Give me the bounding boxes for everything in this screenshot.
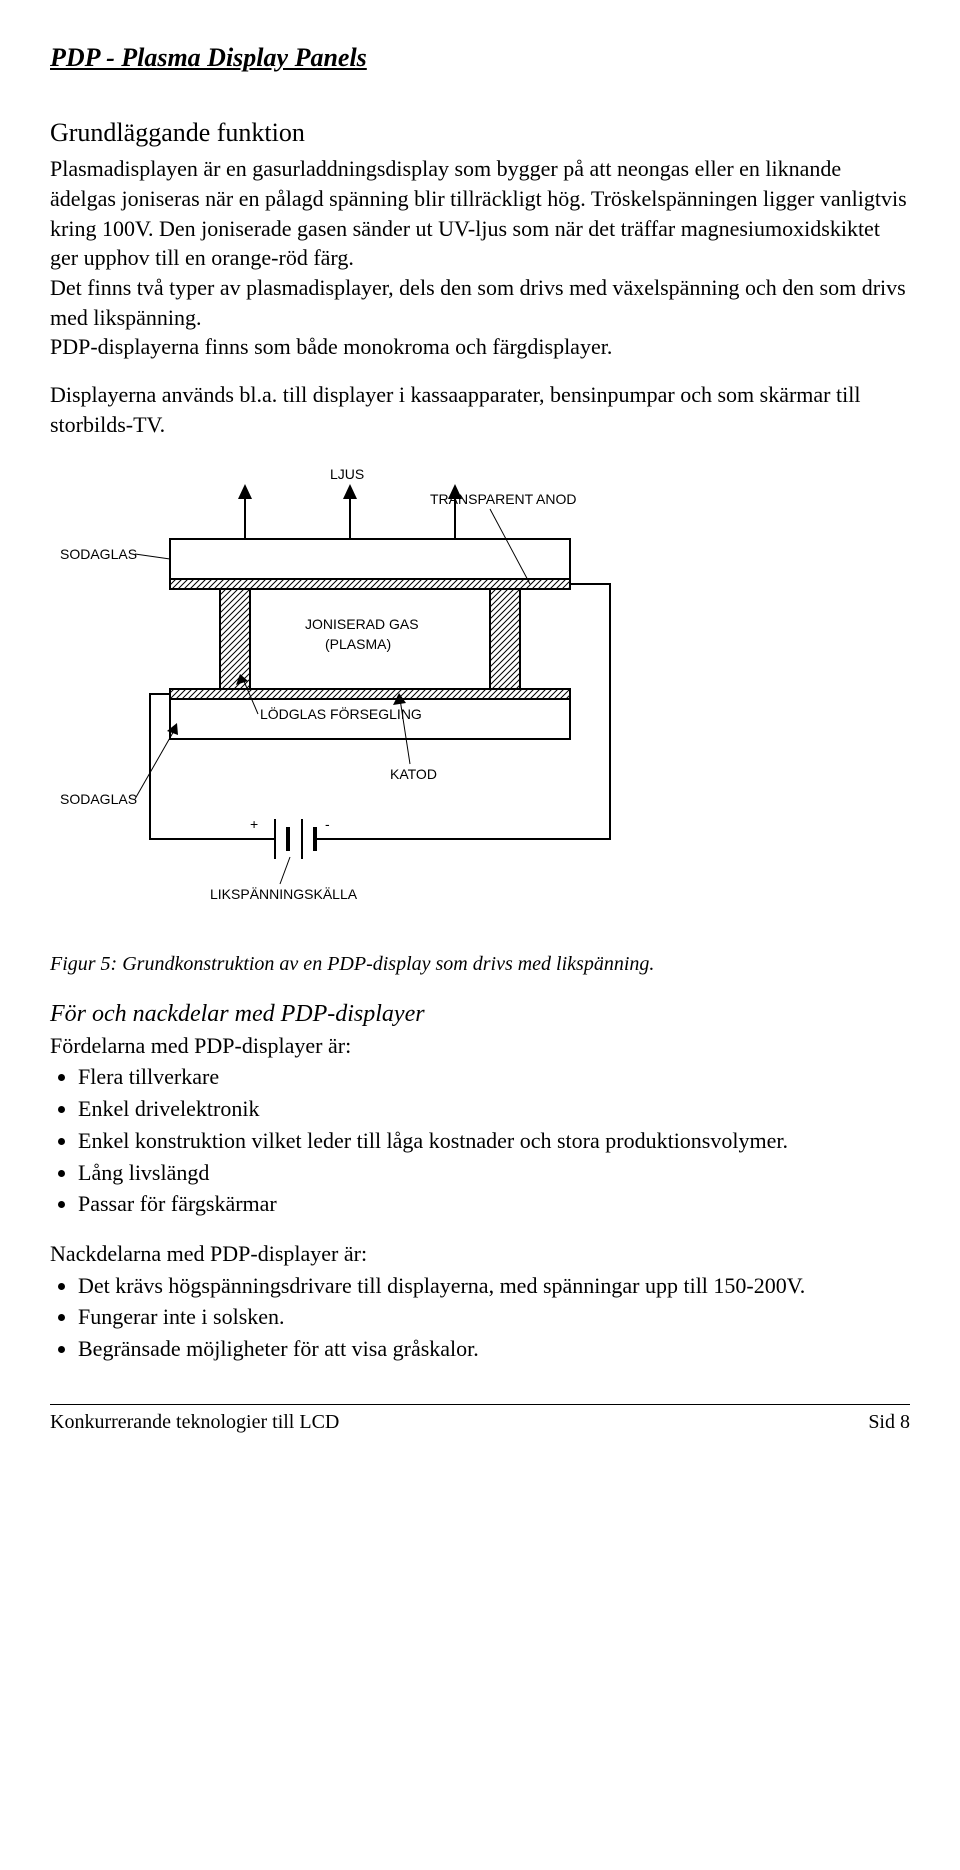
label-katod: KATOD — [390, 766, 437, 782]
label-sodaglas-top: SODAGLAS — [60, 546, 137, 562]
cathode-layer — [170, 689, 570, 699]
list-item: Fungerar inte i solsken. — [78, 1302, 910, 1332]
paragraph-usage: Displayerna används bl.a. till displayer… — [50, 380, 910, 439]
list-item: Det krävs högspänningsdrivare till displ… — [78, 1271, 910, 1301]
pros-intro: Fördelarna med PDP-displayer är: — [50, 1031, 910, 1061]
para2-text: Det finns två typer av plasmadisplayer, … — [50, 275, 906, 330]
label-sodaglas-bot: SODAGLAS — [60, 791, 137, 807]
battery-symbol — [260, 819, 320, 859]
list-item: Lång livslängd — [78, 1158, 910, 1188]
seal-pillar-right — [490, 589, 520, 689]
list-item: Flera tillverkare — [78, 1062, 910, 1092]
anode-layer — [170, 579, 570, 589]
list-item: Begränsade möjligheter för att visa grås… — [78, 1334, 910, 1364]
page-title: PDP - Plasma Display Panels — [50, 40, 910, 75]
section-heading: Grundläggande funktion — [50, 115, 910, 150]
label-lodglas: LÖDGLAS FÖRSEGLING — [260, 705, 422, 722]
light-arrows — [238, 484, 462, 539]
seal-pillar-left — [220, 589, 250, 689]
pros-cons-heading: För och nackdelar med PDP-displayer — [50, 998, 910, 1030]
cons-list: Det krävs högspänningsdrivare till displ… — [50, 1271, 910, 1364]
label-minus: - — [325, 816, 330, 832]
pros-list: Flera tillverkare Enkel drivelektronik E… — [50, 1062, 910, 1218]
label-likspanning: LIKSPÄNNINGSKÄLLA — [210, 886, 358, 902]
list-item: Enkel konstruktion vilket leder till låg… — [78, 1126, 910, 1156]
para3-text: PDP-displayerna finns som både monokroma… — [50, 334, 612, 359]
page-footer: Konkurrerande teknologier till LCD Sid 8 — [50, 1404, 910, 1436]
label-joniserad-gas: JONISERAD GAS — [305, 616, 419, 632]
list-item: Enkel drivelektronik — [78, 1094, 910, 1124]
label-plasma: (PLASMA) — [325, 636, 391, 652]
pdp-diagram: LJUS SODAGLAS TRANSPARENT ANOD JONISERAD… — [50, 459, 910, 939]
paragraph-1: Plasmadisplayen är en gasurladdningsdisp… — [50, 154, 910, 362]
footer-right: Sid 8 — [868, 1409, 910, 1436]
label-plus: + — [250, 816, 258, 832]
list-item: Passar för färgskärmar — [78, 1189, 910, 1219]
figure-caption: Figur 5: Grundkonstruktion av en PDP-dis… — [50, 951, 910, 978]
cons-intro: Nackdelarna med PDP-displayer är: — [50, 1239, 910, 1269]
label-ljus: LJUS — [330, 466, 364, 482]
top-glass — [170, 539, 570, 579]
label-anod: TRANSPARENT ANOD — [430, 491, 577, 507]
footer-left: Konkurrerande teknologier till LCD — [50, 1409, 339, 1436]
para1-text: Plasmadisplayen är en gasurladdningsdisp… — [50, 156, 907, 270]
